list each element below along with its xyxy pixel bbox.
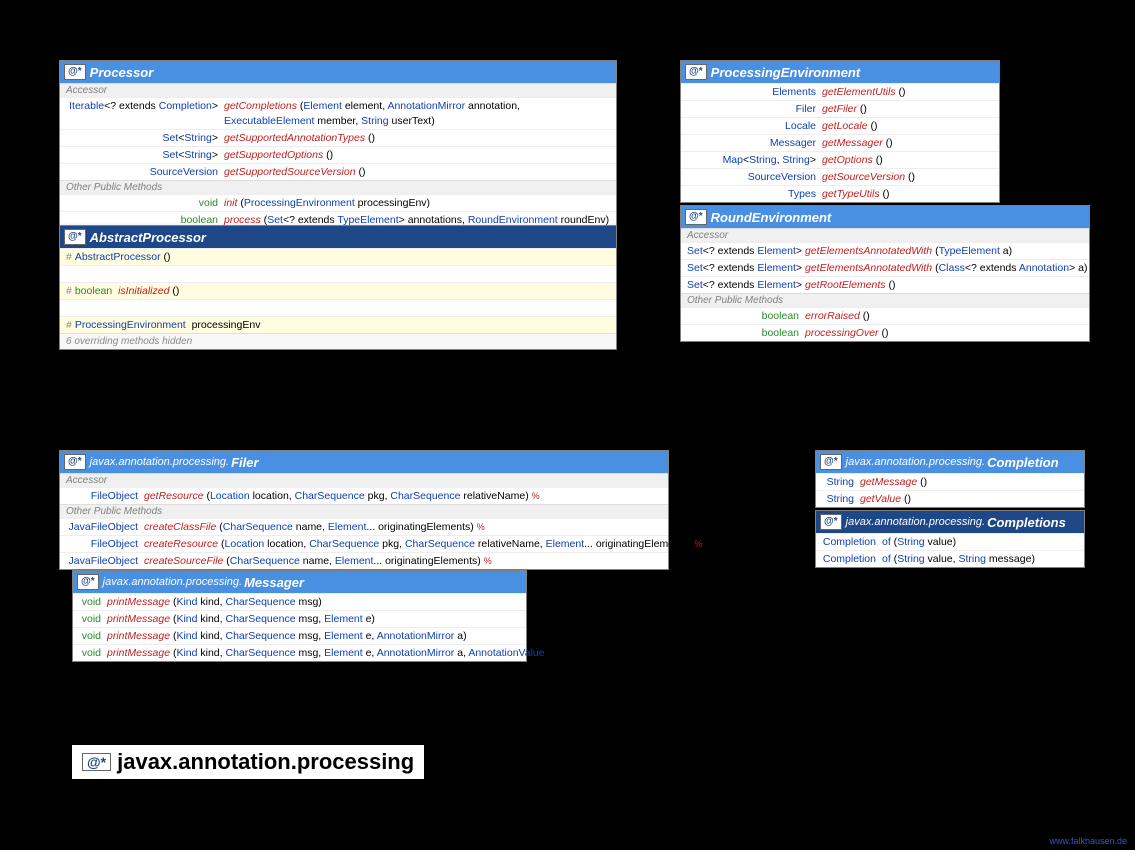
method-row: Types getTypeUtils () — [681, 185, 999, 202]
method-row: String getValue () — [816, 490, 1084, 507]
section-label: Accessor — [60, 473, 668, 487]
method-row: Messager getMessager () — [681, 134, 999, 151]
class-box-messager: @* javax.annotation.processing.Messager … — [72, 570, 527, 662]
method-row: Completion of (String value, String mess… — [816, 550, 1084, 567]
section-label: Accessor — [681, 228, 1089, 242]
method-row: Set<? extends Element> getElementsAnnota… — [681, 242, 1089, 259]
method-row: FileObject getResource (Location locatio… — [60, 487, 668, 504]
class-title: Messager — [244, 575, 304, 590]
method-row: SourceVersion getSupportedSourceVersion … — [60, 163, 616, 180]
class-box-completion: @* javax.annotation.processing.Completio… — [815, 450, 1085, 508]
method-row: boolean processingOver () — [681, 324, 1089, 341]
class-title: Completion — [987, 455, 1059, 470]
package-title: @* javax.annotation.processing — [72, 745, 424, 779]
class-title: AbstractProcessor — [90, 230, 206, 245]
method-row: SourceVersion getSourceVersion () — [681, 168, 999, 185]
method-row: Set<? extends Element> getElementsAnnota… — [681, 259, 1089, 276]
class-box-processor: @* Processor Accessor Iterable<? extends… — [59, 60, 617, 229]
method-row: void printMessage (Kind kind, CharSequen… — [73, 627, 526, 644]
box-header: @* Processor — [60, 61, 616, 83]
stereotype-icon: @* — [77, 574, 99, 590]
method-row-continuation: ExecutableElement member, String userTex… — [60, 114, 616, 129]
box-header: @* javax.annotation.processing.Filer — [60, 451, 668, 473]
stereotype-icon: @* — [820, 454, 842, 470]
method-row: void printMessage (Kind kind, CharSequen… — [73, 593, 526, 610]
box-header: @* RoundEnvironment — [681, 206, 1089, 228]
method-row: Elements getElementUtils () — [681, 83, 999, 100]
method-row: boolean errorRaised () — [681, 307, 1089, 324]
class-box-abstract-processor: @* AbstractProcessor #AbstractProcessor … — [59, 225, 617, 350]
member-row — [60, 265, 616, 282]
box-header: @* javax.annotation.processing.Messager — [73, 571, 526, 593]
member-row: #ProcessingEnvironment processingEnv — [60, 316, 616, 333]
method-row: Completion of (String value) — [816, 533, 1084, 550]
class-box-round-environment: @* RoundEnvironment Accessor Set<? exten… — [680, 205, 1090, 342]
box-header: @* javax.annotation.processing.Completio… — [816, 451, 1084, 473]
stereotype-icon: @* — [820, 514, 842, 530]
member-row — [60, 299, 616, 316]
method-row: Filer getFiler () — [681, 100, 999, 117]
method-row: FileObject createResource (Location loca… — [60, 535, 668, 552]
class-title: ProcessingEnvironment — [711, 65, 861, 80]
class-title: Completions — [987, 515, 1066, 530]
section-label: Other Public Methods — [60, 504, 668, 518]
method-row: void printMessage (Kind kind, CharSequen… — [73, 610, 526, 627]
method-row: JavaFileObject createClassFile (CharSequ… — [60, 518, 668, 535]
annotation-icon: @* — [82, 753, 111, 771]
method-row: Set<String> getSupportedAnnotationTypes … — [60, 129, 616, 146]
section-label: Other Public Methods — [681, 293, 1089, 307]
section-label: Accessor — [60, 83, 616, 97]
class-title: RoundEnvironment — [711, 210, 832, 225]
stereotype-icon: @* — [64, 229, 86, 245]
box-header: @* javax.annotation.processing.Completio… — [816, 511, 1084, 533]
watermark: www.falkhausen.de — [1049, 836, 1127, 846]
stereotype-icon: @* — [685, 209, 707, 225]
method-row: JavaFileObject createSourceFile (CharSeq… — [60, 552, 668, 569]
package-name: javax.annotation.processing — [117, 749, 414, 775]
class-title: Filer — [231, 455, 258, 470]
method-row: Map<String, String> getOptions () — [681, 151, 999, 168]
box-header: @* ProcessingEnvironment — [681, 61, 999, 83]
method-row: Iterable<? extends Completion> getComple… — [60, 97, 616, 114]
member-row: #boolean isInitialized () — [60, 282, 616, 299]
stereotype-icon: @* — [685, 64, 707, 80]
method-row: void printMessage (Kind kind, CharSequen… — [73, 644, 526, 661]
method-row: Set<String> getSupportedOptions () — [60, 146, 616, 163]
method-row: String getMessage () — [816, 473, 1084, 490]
method-row: void init (ProcessingEnvironment process… — [60, 194, 616, 211]
class-box-processing-environment: @* ProcessingEnvironment Elements getEle… — [680, 60, 1000, 203]
class-title: Processor — [90, 65, 154, 80]
method-row: Locale getLocale () — [681, 117, 999, 134]
box-header: @* AbstractProcessor — [60, 226, 616, 248]
method-row: Set<? extends Element> getRootElements (… — [681, 276, 1089, 293]
stereotype-icon: @* — [64, 64, 86, 80]
class-box-completions: @* javax.annotation.processing.Completio… — [815, 510, 1085, 568]
stereotype-icon: @* — [64, 454, 86, 470]
section-label: Other Public Methods — [60, 180, 616, 194]
member-row: #AbstractProcessor () — [60, 248, 616, 265]
footer-note: 6 overriding methods hidden — [60, 333, 616, 349]
class-box-filer: @* javax.annotation.processing.Filer Acc… — [59, 450, 669, 570]
